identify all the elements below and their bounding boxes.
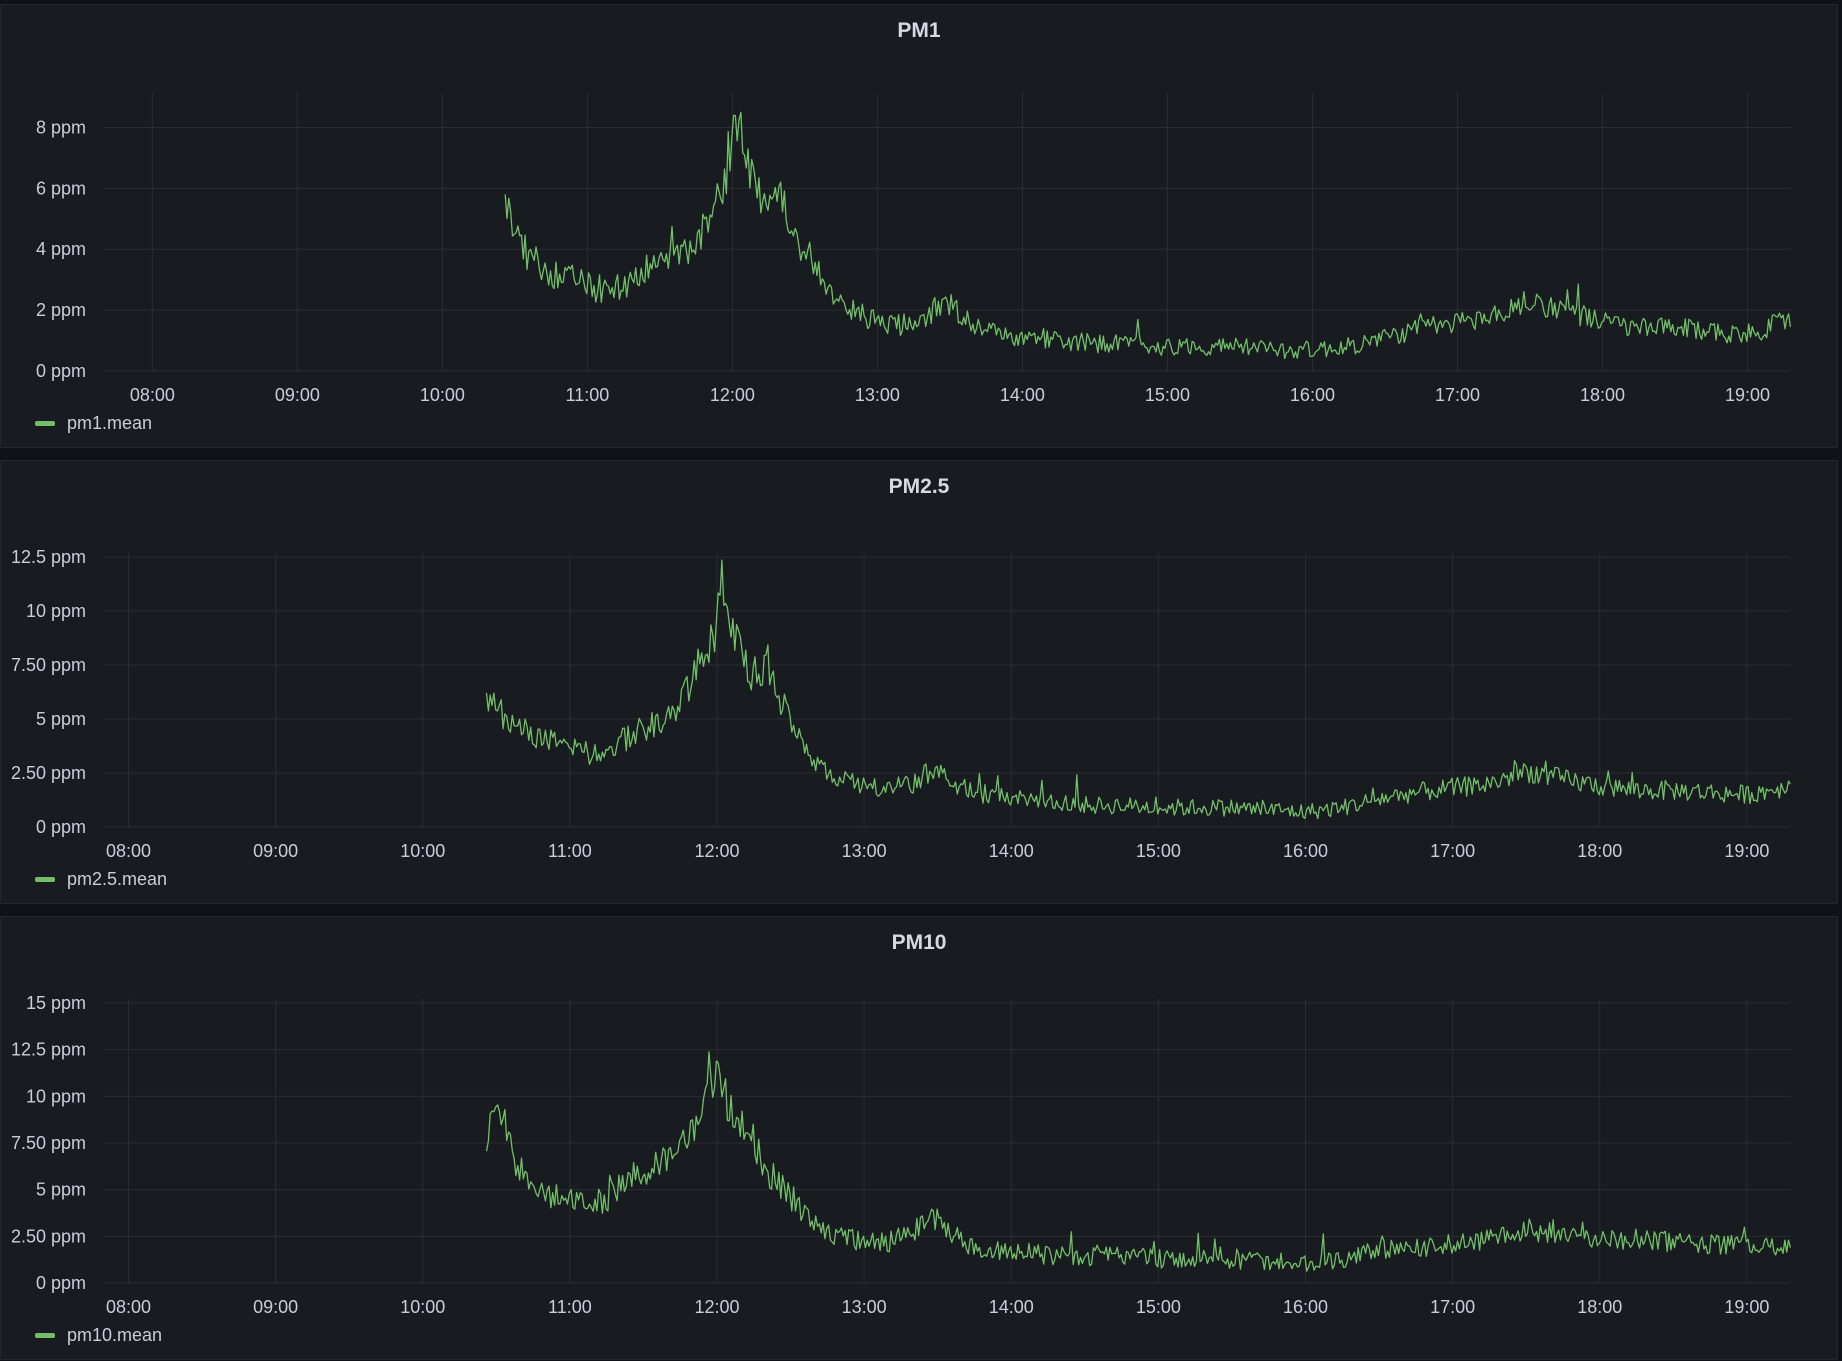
y-tick-label: 0 ppm — [36, 1273, 86, 1293]
x-tick-label: 15:00 — [1136, 841, 1181, 861]
x-tick-label: 13:00 — [842, 841, 887, 861]
x-tick-label: 16:00 — [1283, 1297, 1328, 1317]
x-tick-label: 13:00 — [842, 1297, 887, 1317]
y-tick-label: 4 ppm — [36, 239, 86, 259]
x-tick-label: 11:00 — [566, 385, 610, 405]
x-tick-label: 13:00 — [855, 385, 900, 405]
x-tick-label: 15:00 — [1136, 1297, 1181, 1317]
y-tick-label: 12.5 ppm — [11, 547, 86, 567]
legend-item-pm1-mean[interactable]: pm1.mean — [35, 413, 152, 434]
x-tick-label: 16:00 — [1283, 841, 1328, 861]
x-tick-label: 14:00 — [989, 1297, 1034, 1317]
y-tick-label: 2.50 ppm — [11, 763, 86, 783]
x-tick-label: 18:00 — [1577, 841, 1622, 861]
y-tick-label: 12.5 ppm — [11, 1040, 86, 1060]
y-tick-label: 7.50 ppm — [11, 1133, 86, 1153]
legend-item-pm10-mean[interactable]: pm10.mean — [35, 1325, 162, 1346]
legend-swatch-icon — [35, 877, 55, 882]
x-tick-label: 11:00 — [548, 1297, 592, 1317]
x-tick-label: 19:00 — [1725, 385, 1770, 405]
y-tick-label: 15 ppm — [26, 993, 86, 1013]
legend-swatch-icon — [35, 421, 55, 426]
x-tick-label: 12:00 — [694, 1297, 739, 1317]
series-line-pm10-mean[interactable] — [485, 1051, 1792, 1272]
x-tick-label: 17:00 — [1430, 1297, 1475, 1317]
panel-title: PM1 — [897, 19, 941, 42]
x-tick-label: 10:00 — [420, 385, 465, 405]
series-line-pm2-5-mean[interactable] — [485, 559, 1791, 820]
y-tick-label: 2.50 ppm — [11, 1226, 86, 1246]
x-tick-label: 10:00 — [400, 1297, 445, 1317]
pm1-chart: 0 ppm 2 ppm 4 ppm 6 ppm 8 ppm 08:00 09:00 10:00… — [36, 93, 1792, 405]
x-tick-label: 09:00 — [253, 841, 298, 861]
series-line-pm1-mean[interactable] — [504, 111, 1792, 360]
legend-item-pm2-5-mean[interactable]: pm2.5.mean — [35, 869, 167, 890]
x-tick-label: 09:00 — [275, 385, 320, 405]
y-tick-label: 7.50 ppm — [11, 655, 86, 675]
pm1-panel: PM1 0 ppm 2 ppm 4 ppm 6 ppm 8 ppm 08:00 09:00 1… — [0, 4, 1838, 448]
x-tick-label: 12:00 — [694, 841, 739, 861]
legend-label: pm2.5.mean — [67, 869, 168, 889]
x-tick-label: 14:00 — [1000, 385, 1045, 405]
x-tick-label: 08:00 — [130, 385, 175, 405]
legend-label: pm1.mean — [67, 413, 153, 433]
y-tick-label: 10 ppm — [26, 601, 86, 621]
x-tick-label: 10:00 — [400, 841, 445, 861]
x-tick-label: 09:00 — [253, 1297, 298, 1317]
y-tick-label: 2 ppm — [36, 300, 86, 320]
x-tick-label: 17:00 — [1435, 385, 1480, 405]
x-tick-label: 19:00 — [1724, 1297, 1769, 1317]
x-tick-label: 11:00 — [548, 841, 592, 861]
x-tick-label: 16:00 — [1290, 385, 1335, 405]
panel-title: PM2.5 — [888, 475, 950, 498]
y-tick-label: 0 ppm — [36, 817, 86, 837]
x-tick-label: 14:00 — [989, 841, 1034, 861]
panel-title: PM10 — [891, 931, 947, 954]
pm2-5-panel: PM2.5 0 ppm 2.50 ppm 5 ppm 7.50 ppm 10 ppm 12… — [0, 460, 1838, 904]
pm2-5-chart: 0 ppm 2.50 ppm 5 ppm 7.50 ppm 10 ppm 12.5 ppm… — [11, 547, 1791, 861]
y-tick-label: 0 ppm — [36, 361, 86, 381]
y-tick-label: 5 ppm — [36, 1180, 86, 1200]
x-tick-label: 12:00 — [710, 385, 755, 405]
x-tick-label: 08:00 — [106, 841, 151, 861]
y-tick-label: 10 ppm — [26, 1086, 86, 1106]
x-tick-label: 08:00 — [106, 1297, 151, 1317]
pm10-panel: PM10 0 ppm 2.50 ppm 5 ppm 7.50 ppm 10 ppm 12.… — [0, 916, 1838, 1360]
x-tick-label: 15:00 — [1145, 385, 1190, 405]
pm10-chart: 0 ppm 2.50 ppm 5 ppm 7.50 ppm 10 ppm 12.5 ppm… — [11, 993, 1792, 1317]
x-tick-label: 17:00 — [1430, 841, 1475, 861]
x-tick-label: 19:00 — [1724, 841, 1769, 861]
x-tick-label: 18:00 — [1580, 385, 1625, 405]
legend-swatch-icon — [35, 1333, 55, 1338]
legend-label: pm10.mean — [67, 1325, 163, 1345]
y-tick-label: 6 ppm — [36, 178, 86, 198]
y-tick-label: 8 ppm — [36, 117, 86, 137]
x-tick-label: 18:00 — [1577, 1297, 1622, 1317]
y-tick-label: 5 ppm — [36, 709, 86, 729]
